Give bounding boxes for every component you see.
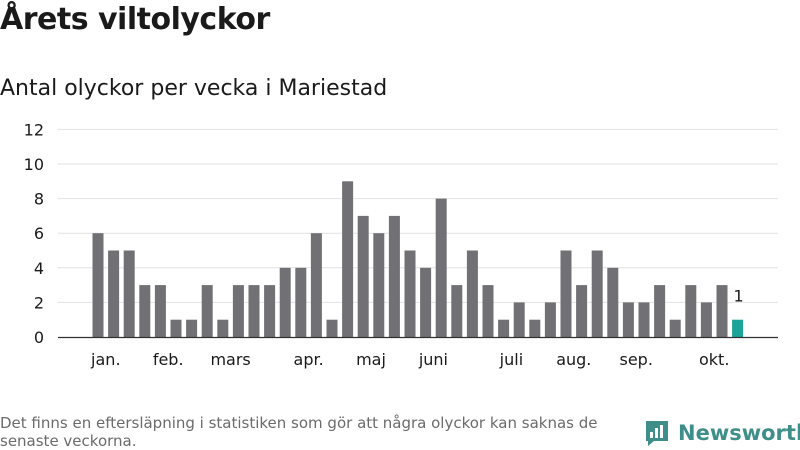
bar [248, 285, 260, 337]
bar [170, 319, 182, 337]
bar [154, 285, 166, 337]
y-tick-label: 4 [34, 259, 44, 278]
bar [123, 250, 135, 337]
bar [513, 302, 525, 337]
bar-latest-week [732, 319, 744, 337]
bar [591, 250, 603, 337]
newsworthy-logo-text: Newsworthy [678, 421, 800, 445]
y-tick-label: 0 [34, 328, 44, 347]
bar [295, 267, 307, 337]
bar [92, 233, 104, 337]
bar-chart: 0 2 4 6 8 10 12 1 jan. feb. mars apr. maj juni juli aug… [24, 120, 778, 369]
x-tick-label: juli [499, 350, 523, 369]
y-tick-label: 12 [24, 120, 44, 139]
bar [685, 285, 697, 337]
bar [357, 215, 369, 337]
bar [201, 285, 213, 337]
bar [716, 285, 728, 337]
bar [342, 181, 354, 337]
bar [373, 233, 385, 337]
x-tick-label: feb. [153, 350, 184, 369]
newsworthy-logo[interactable]: Newsworthy [644, 418, 800, 448]
bar [560, 250, 572, 337]
x-tick-label: sep. [619, 350, 652, 369]
bar [139, 285, 151, 337]
data-label-latest: 1 [734, 287, 744, 306]
bar [451, 285, 463, 337]
bar [576, 285, 588, 337]
bar [310, 233, 322, 337]
bar [529, 319, 541, 337]
bar [435, 198, 447, 337]
x-tick-label: juni [418, 350, 448, 369]
bar [217, 319, 229, 337]
bar [404, 250, 416, 337]
bar [622, 302, 634, 337]
newsworthy-logo-icon [646, 421, 668, 446]
chart-title: Årets viltolyckor [0, 2, 270, 37]
footnote: Det finns en eftersläpning i statistiken… [0, 414, 598, 450]
bar [654, 285, 666, 337]
bar [638, 302, 650, 337]
bar [264, 285, 276, 337]
bar [498, 319, 510, 337]
x-tick-label: mars [210, 350, 250, 369]
y-tick-label: 6 [34, 224, 44, 243]
y-tick-label: 2 [34, 293, 44, 312]
bar [482, 285, 494, 337]
bar [279, 267, 291, 337]
x-tick-label: okt. [699, 350, 729, 369]
x-tick-label: jan. [90, 350, 120, 369]
chart-subtitle: Antal olyckor per vecka i Mariestad [0, 76, 388, 101]
bar [388, 215, 400, 337]
bar [108, 250, 120, 337]
bar [544, 302, 556, 337]
bar [607, 267, 619, 337]
x-tick-label: maj [356, 350, 386, 369]
x-tick-label: apr. [294, 350, 324, 369]
bar [420, 267, 432, 337]
bar [700, 302, 712, 337]
bar [669, 319, 681, 337]
bar [466, 250, 478, 337]
bar [186, 319, 198, 337]
x-tick-label: aug. [556, 350, 591, 369]
bar [326, 319, 338, 337]
y-tick-label: 10 [24, 155, 44, 174]
y-tick-label: 8 [34, 190, 44, 209]
bar [232, 285, 244, 337]
